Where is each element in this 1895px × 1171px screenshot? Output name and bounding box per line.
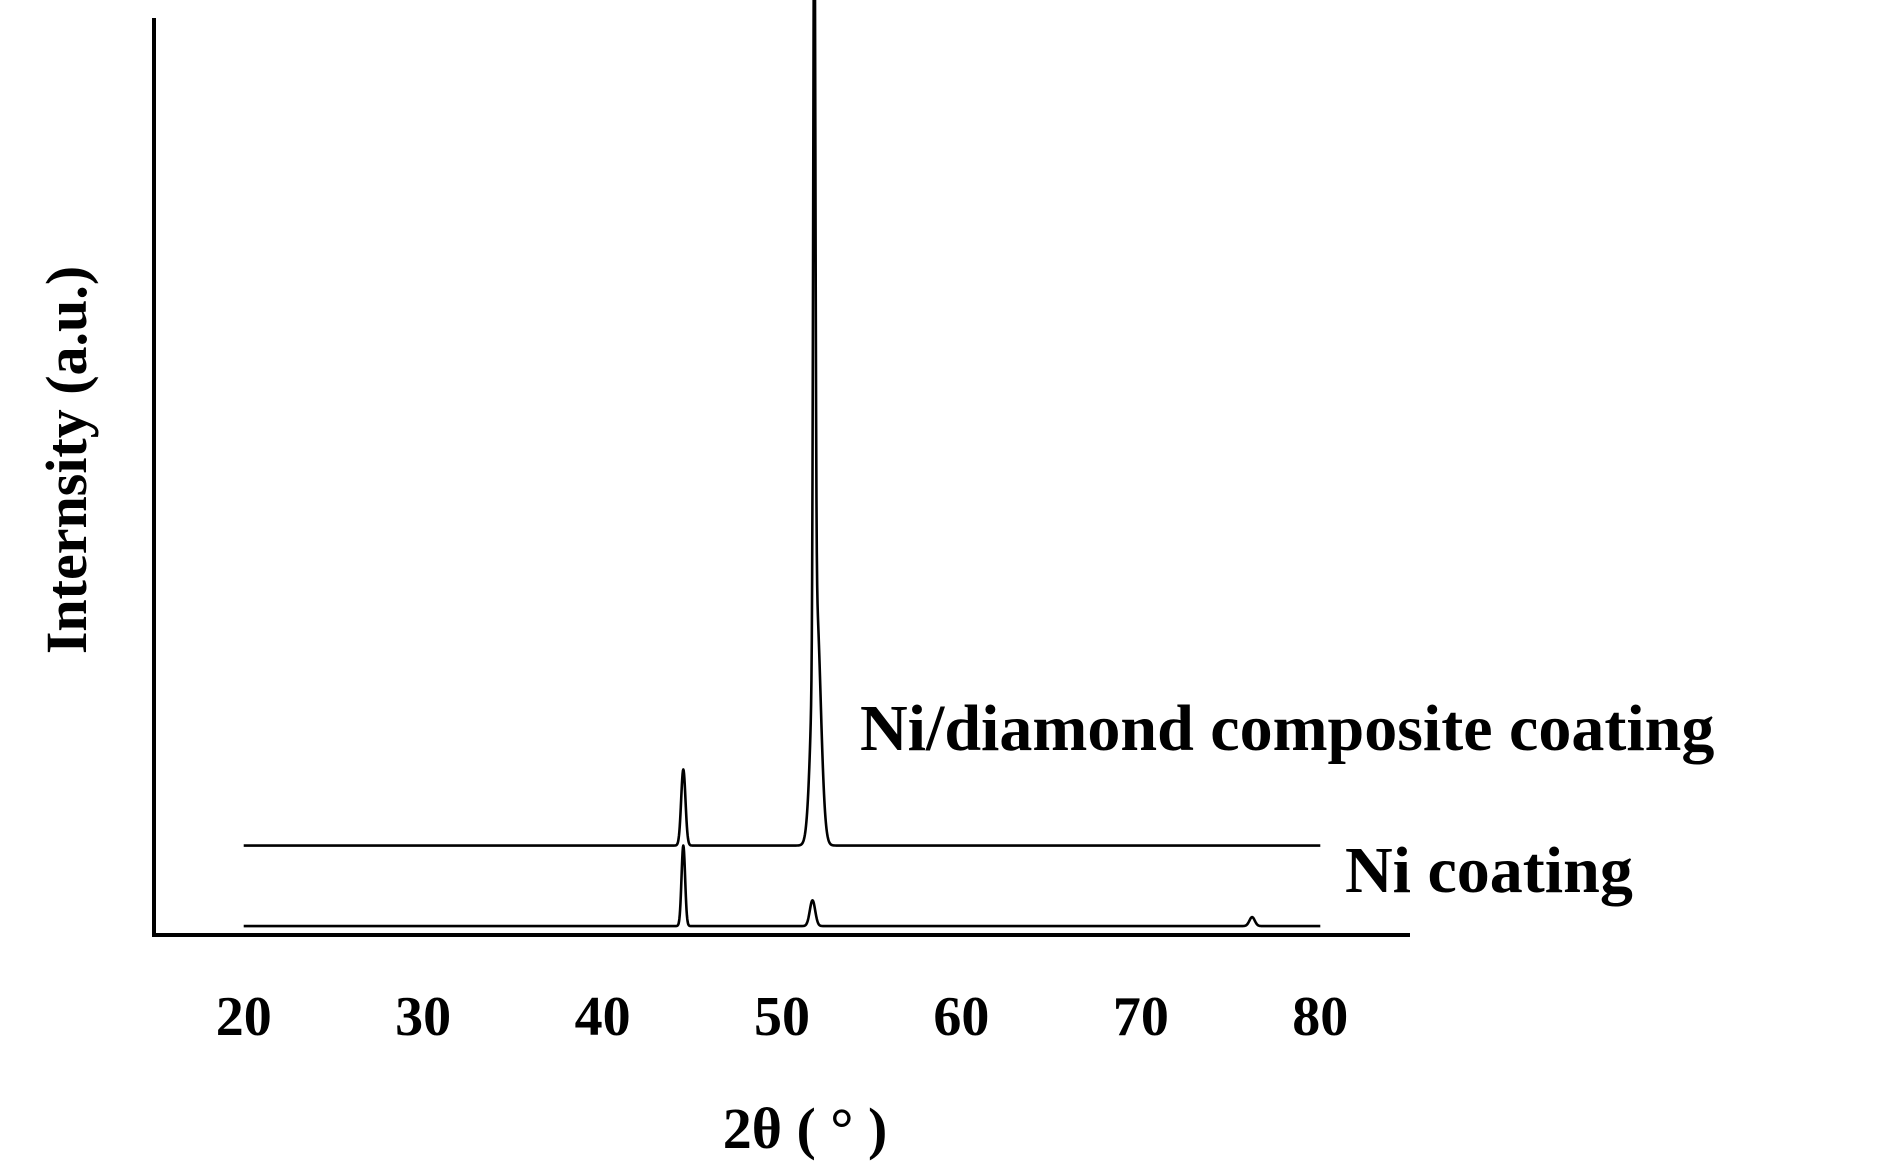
x-tick-labels: 20 30 40 50 60 70 80 bbox=[216, 986, 1349, 1048]
x-tick-label: 50 bbox=[754, 986, 810, 1048]
x-tick-label: 30 bbox=[395, 986, 451, 1048]
x-tick-label: 20 bbox=[216, 986, 272, 1048]
x-axis-title: 2θ ( ° ) bbox=[723, 1096, 888, 1161]
series-label-ni: Ni coating bbox=[1345, 834, 1633, 907]
x-tick-label: 60 bbox=[933, 986, 989, 1048]
series-layer bbox=[242, 0, 1322, 928]
series-line-ni bbox=[242, 844, 1322, 928]
x-tick-label: 70 bbox=[1113, 986, 1169, 1048]
y-axis-title: Internsity (a.u.) bbox=[34, 266, 99, 654]
series-line-ni-diamond bbox=[242, 0, 1322, 847]
series-label-ni-diamond: Ni/diamond composite coating bbox=[860, 692, 1714, 765]
x-tick-label: 80 bbox=[1292, 986, 1348, 1048]
x-tick-label: 40 bbox=[575, 986, 631, 1048]
